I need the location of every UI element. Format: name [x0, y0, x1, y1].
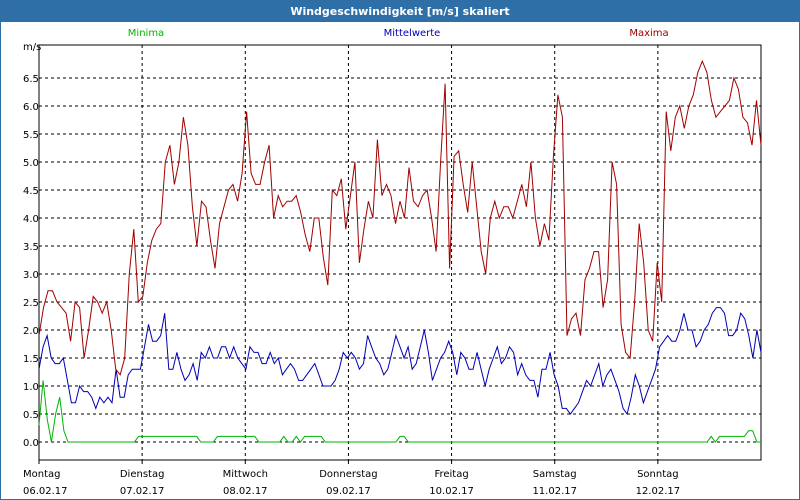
series-line-minima [38, 380, 761, 443]
x-tick-weekday: Freitag [434, 469, 468, 480]
y-tick-label: 2.0 [23, 326, 39, 337]
y-tick-label: 0.0 [23, 438, 39, 449]
y-tick-label: 5.5 [23, 130, 39, 141]
y-tick-label: 3.0 [23, 270, 39, 281]
x-tick-date: 11.02.17 [532, 486, 577, 497]
y-tick-label: 3.5 [23, 242, 39, 253]
x-tick-weekday: Samstag [533, 469, 577, 480]
y-tick-label: 4.0 [23, 214, 39, 225]
window-title: Windgeschwindigkeit [m/s] skaliert [1, 1, 799, 22]
y-tick-label: 2.5 [23, 298, 39, 309]
y-tick-label: 5.0 [23, 158, 39, 169]
x-tick-date: 08.02.17 [223, 486, 268, 497]
legend-maxima: Maxima [629, 28, 668, 39]
x-tick-weekday: Donnerstag [319, 469, 377, 480]
x-tick-date: 06.02.17 [23, 486, 68, 497]
y-tick-label: 6.5 [23, 74, 39, 85]
x-tick-date: 09.02.17 [326, 486, 371, 497]
legend-mittelwerte: Mittelwerte [384, 28, 441, 39]
y-tick-label: 1.5 [23, 354, 39, 365]
y-axis-unit-label: m/s [23, 42, 41, 53]
x-tick-weekday: Mittwoch [223, 469, 268, 480]
x-axis: Montag 06.02.17 Dienstag 07.02.17 Mittwoch 08… [23, 460, 680, 497]
x-tick-date: 12.02.17 [636, 486, 681, 497]
x-tick-date: 07.02.17 [120, 486, 165, 497]
x-tick-weekday: Sonntag [637, 469, 679, 480]
y-tick-label: 1.0 [23, 382, 39, 393]
grid-lines [38, 44, 762, 461]
y-tick-label: 0.5 [23, 410, 39, 421]
y-tick-label: 6.0 [23, 102, 39, 113]
series-line-mittelwerte [38, 307, 762, 416]
x-tick-weekday: Dienstag [120, 469, 165, 480]
plot-frame [38, 44, 762, 461]
series-line-maxima [38, 59, 762, 376]
legend-minima: Minima [128, 28, 164, 39]
y-tick-label: 4.5 [23, 186, 39, 197]
series-lines [38, 59, 762, 443]
x-tick-weekday: Montag [23, 469, 60, 480]
x-tick-date: 10.02.17 [429, 486, 474, 497]
y-axis: 0.0 0.5 1.0 1.5 2.0 2.5 3.0 3.5 4.0 4.5 5.0 5.5 6.0 6… [23, 74, 39, 449]
